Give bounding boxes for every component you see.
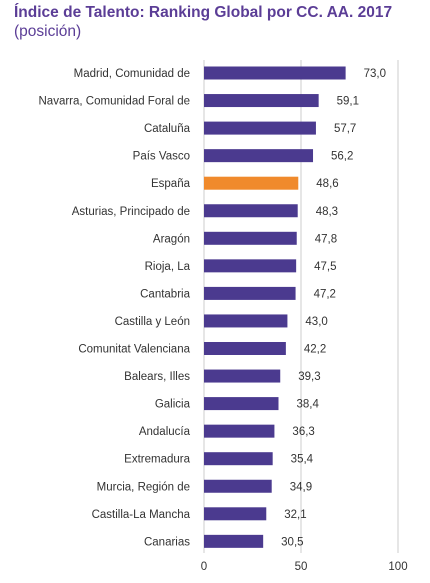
value-label: 59,1 (337, 96, 359, 108)
bar (204, 452, 273, 466)
category-label: Comunitat Valenciana (78, 344, 190, 356)
bar (204, 507, 267, 521)
value-label: 42,2 (304, 344, 326, 356)
bar (204, 121, 316, 135)
value-label: 48,6 (316, 178, 338, 190)
category-label: Murcia, Región de (97, 481, 190, 493)
bar (204, 176, 299, 190)
category-label: España (151, 178, 191, 190)
x-tick-label: 100 (388, 561, 407, 573)
category-label: Madrid, Comunidad de (74, 68, 190, 80)
bar (204, 259, 297, 273)
value-label: 47,2 (314, 288, 336, 300)
value-label: 32,1 (284, 509, 306, 521)
bar (204, 149, 314, 163)
value-label: 34,9 (290, 481, 312, 493)
value-label: 30,5 (281, 536, 303, 548)
value-label: 48,3 (316, 206, 338, 218)
value-label: 38,4 (296, 399, 319, 411)
x-tick-label: 0 (201, 561, 207, 573)
category-label: Andalucía (139, 426, 191, 438)
category-label: Galicia (155, 399, 191, 411)
value-label: 47,5 (314, 261, 336, 273)
category-label: Cantabria (140, 288, 190, 300)
value-label: 43,0 (305, 316, 327, 328)
category-label: Cataluña (144, 123, 191, 135)
bar (204, 424, 275, 438)
bar (204, 369, 281, 383)
category-label: Aragón (153, 233, 190, 245)
category-label: Castilla y León (115, 316, 190, 328)
chart-subtitle: (posición) (14, 23, 82, 40)
value-label: 56,2 (331, 151, 353, 163)
category-label: Extremadura (124, 454, 190, 466)
category-label: Balears, Illes (124, 371, 190, 383)
bar (204, 534, 264, 548)
bar (204, 204, 298, 218)
value-label: 36,3 (292, 426, 314, 438)
bar (204, 397, 279, 411)
bar (204, 314, 288, 328)
value-label: 47,8 (315, 233, 337, 245)
category-label: Canarias (144, 536, 190, 548)
chart-title: Índice de Talento: Ranking Global por CC… (14, 4, 393, 21)
value-label: 57,7 (334, 123, 356, 135)
category-label: País Vasco (133, 151, 190, 163)
value-label: 73,0 (364, 68, 386, 80)
bar (204, 231, 297, 245)
bar (204, 66, 346, 80)
bar (204, 94, 319, 108)
value-label: 35,4 (291, 454, 314, 466)
category-label: Castilla-La Mancha (92, 509, 191, 521)
x-tick-label: 50 (295, 561, 308, 573)
category-label: Asturias, Principado de (72, 206, 190, 218)
bar (204, 342, 286, 355)
category-label: Rioja, La (145, 261, 191, 273)
bar (204, 286, 296, 300)
bar (204, 479, 272, 493)
category-label: Navarra, Comunidad Foral de (39, 96, 191, 108)
value-label: 39,3 (298, 371, 320, 383)
